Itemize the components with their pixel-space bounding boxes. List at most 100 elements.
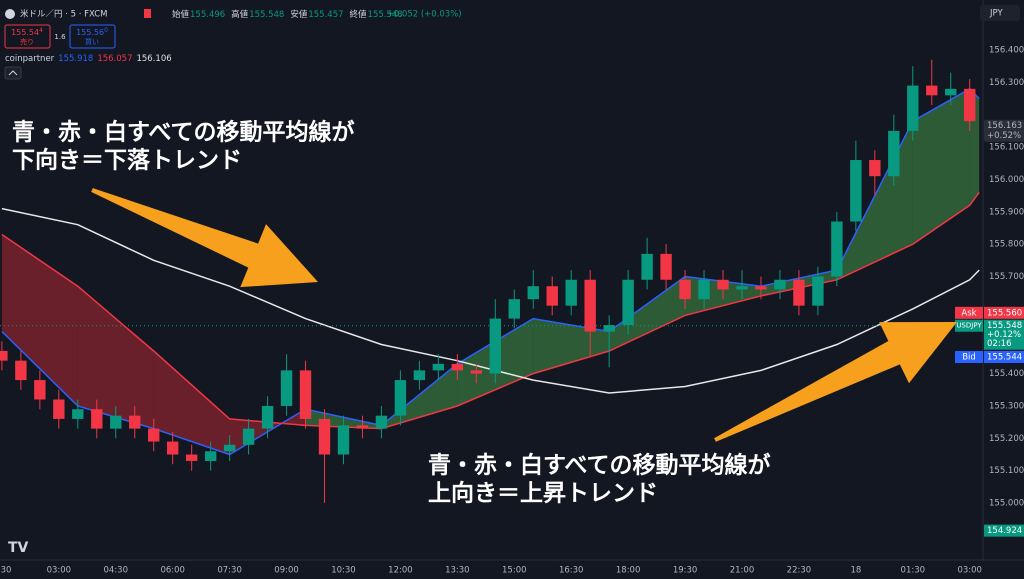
- buy-label[interactable]: 買い: [85, 38, 99, 46]
- moving-average: [1, 87, 980, 456]
- ask-tag: Ask: [961, 308, 976, 318]
- candle-body: [888, 130, 900, 177]
- candle-body: [242, 428, 255, 445]
- candle-body: [565, 279, 577, 306]
- candle-body: [755, 286, 767, 290]
- indicator-name: coinpartner: [5, 54, 55, 64]
- x-tick-label: 07:30: [217, 566, 242, 576]
- candle-body: [584, 279, 596, 332]
- candle-body: [0, 350, 8, 361]
- candle-body: [926, 85, 938, 96]
- ask-value: 155.560: [987, 308, 1022, 318]
- bid-tag: Bid: [962, 353, 976, 363]
- last-value: 155.548: [987, 321, 1022, 331]
- indicator-value: 155.918: [58, 54, 93, 64]
- candle-body: [869, 160, 881, 177]
- sell-label[interactable]: 売り: [20, 37, 34, 46]
- prev-close-change: +0.52%: [987, 131, 1021, 141]
- collapse-button[interactable]: [4, 66, 22, 80]
- indicator-value: 156.106: [136, 54, 171, 64]
- y-tick-label: 155.800: [989, 240, 1024, 250]
- candle-body: [110, 415, 122, 429]
- x-tick-label: 19:30: [673, 566, 698, 576]
- bid-tag-box: [955, 351, 983, 364]
- x-tick-label: 03:00: [957, 566, 982, 576]
- symbol: 米ドル／円 · 5 · FXCM: [20, 9, 107, 20]
- x-tick-label: 09:00: [274, 566, 299, 576]
- annotation-text: 青・赤・白すべての移動平均線が: [428, 452, 770, 479]
- annotation-text: 下向き＝下落トレンド: [12, 147, 242, 174]
- candle-body: [223, 444, 236, 452]
- sell-pip[interactable]: 4: [39, 27, 43, 34]
- candle-body: [185, 454, 198, 461]
- candle-body: [907, 85, 919, 131]
- indicator-legend: coinpartner 155.918 156.057 156.106: [5, 54, 172, 64]
- change: +0.052 (+0.03%): [387, 10, 462, 20]
- last-countdown: 02:16: [987, 339, 1012, 349]
- ohlc-text: 始値155.496 高値155.548 安値155.457 終値155.548: [172, 9, 403, 20]
- ma-fill: [1, 234, 78, 406]
- candle-body: [166, 441, 179, 455]
- indicator-value: 156.057: [97, 54, 132, 64]
- sell-price-main[interactable]: 155.54: [11, 28, 39, 37]
- ohlc-value: 155.548: [368, 10, 403, 20]
- currency[interactable]: JPY: [989, 9, 1003, 19]
- x-tick-label: 15:00: [502, 566, 527, 576]
- x-tick-label: 06:00: [160, 566, 185, 576]
- sell-price[interactable]: 155.544: [11, 27, 43, 37]
- flag-icon: [144, 9, 151, 18]
- candle-body: [129, 415, 141, 429]
- ask-tag-box: [955, 306, 983, 319]
- annotation-text: 青・赤・白すべての移動平均線が: [12, 119, 354, 146]
- candle-body: [964, 88, 976, 122]
- candle-body: [299, 370, 312, 419]
- candle-body: [831, 221, 843, 277]
- ma-fill: [153, 350, 230, 455]
- buy-price-main[interactable]: 155.56: [76, 28, 104, 37]
- buy-pip[interactable]: 0: [104, 27, 108, 34]
- y-tick-label: 155.400: [989, 369, 1024, 379]
- candle-body: [432, 363, 445, 371]
- x-tick-label: 13:30: [445, 566, 470, 576]
- x-tick-label: 18: [850, 566, 861, 576]
- buy-price[interactable]: 155.560: [76, 27, 108, 37]
- chevron: [8, 70, 18, 76]
- y-tick-label: 156.000: [989, 175, 1024, 185]
- buy-button[interactable]: [69, 24, 116, 49]
- ohlc-value: 155.548: [249, 10, 284, 20]
- x-tick-label: 01:30: [901, 566, 926, 576]
- symbol-icon: [5, 9, 15, 19]
- candle-body: [15, 360, 27, 381]
- x-tick-label: 10:30: [331, 566, 356, 576]
- ma-fill: [77, 286, 154, 429]
- candle-body: [204, 451, 217, 461]
- last-tag: USDJPY: [956, 322, 982, 330]
- candle-body: [337, 425, 350, 455]
- low-box: [984, 524, 1024, 537]
- candle-body: [72, 409, 84, 419]
- prev-close-value: 156.163: [987, 121, 1022, 131]
- currency-button[interactable]: [980, 5, 1020, 21]
- tv-logo: TV: [8, 540, 29, 556]
- candle-body: [641, 253, 653, 280]
- candle-body: [356, 425, 369, 429]
- ohlc-label: 終値: [350, 9, 368, 20]
- candle-body: [489, 318, 501, 374]
- candle-body: [698, 279, 710, 300]
- last-tag-box: [955, 319, 983, 332]
- ohlc-value: 155.457: [308, 10, 343, 20]
- sell-button[interactable]: [4, 24, 51, 49]
- candle-body: [717, 279, 729, 290]
- arrow: [91, 188, 318, 288]
- y-tick-label: 156.300: [989, 78, 1024, 88]
- ohlc-label: 始値: [172, 9, 190, 20]
- ohlc-value: 155.496: [190, 10, 225, 20]
- candle-body: [812, 276, 824, 306]
- prev-close-box: [984, 119, 1024, 142]
- candle-body: [736, 286, 748, 290]
- annotation-text: 上向き＝上昇トレンド: [428, 480, 658, 507]
- ma-fill: [912, 88, 970, 245]
- y-tick-label: 155.100: [989, 466, 1024, 476]
